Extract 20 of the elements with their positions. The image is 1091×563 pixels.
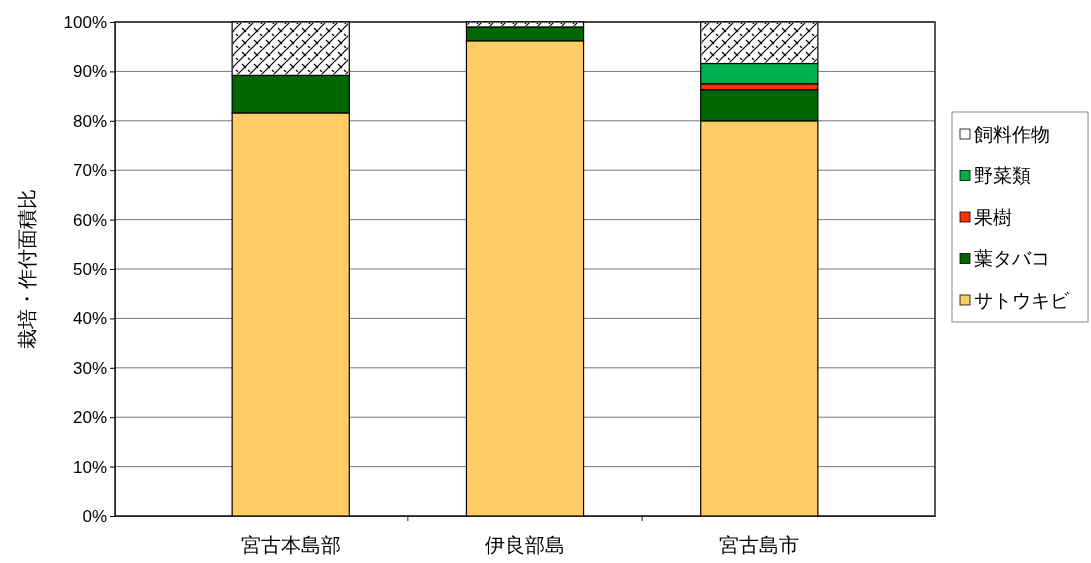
y-tick-label: 80% xyxy=(72,111,107,131)
x-tick-label: 宮古島市 xyxy=(719,534,800,557)
y-tick-label: 20% xyxy=(72,408,107,428)
y-tick-label: 100% xyxy=(63,12,107,32)
y-tick-label: 90% xyxy=(72,62,107,82)
legend-label: 果樹 xyxy=(974,205,1012,228)
legend-label: 飼料作物 xyxy=(974,122,1050,145)
y-tick-label: 30% xyxy=(72,358,107,378)
legend-label: サトウキビ xyxy=(974,288,1070,311)
x-tick-label: 宮古本島部 xyxy=(240,534,341,557)
y-tick-label: 0% xyxy=(82,506,107,526)
y-tick-label: 50% xyxy=(72,259,107,279)
y-axis-title: 栽培・作付面積比 xyxy=(15,189,39,349)
y-tick-label: 40% xyxy=(72,309,107,329)
legend-label: 野菜類 xyxy=(974,164,1031,187)
y-tick-label: 60% xyxy=(72,210,107,230)
legend-label: 葉タバコ xyxy=(974,247,1050,270)
x-tick-label: 伊良部島 xyxy=(485,534,565,557)
y-tick-label: 70% xyxy=(72,161,107,181)
y-tick-label: 10% xyxy=(72,457,107,477)
